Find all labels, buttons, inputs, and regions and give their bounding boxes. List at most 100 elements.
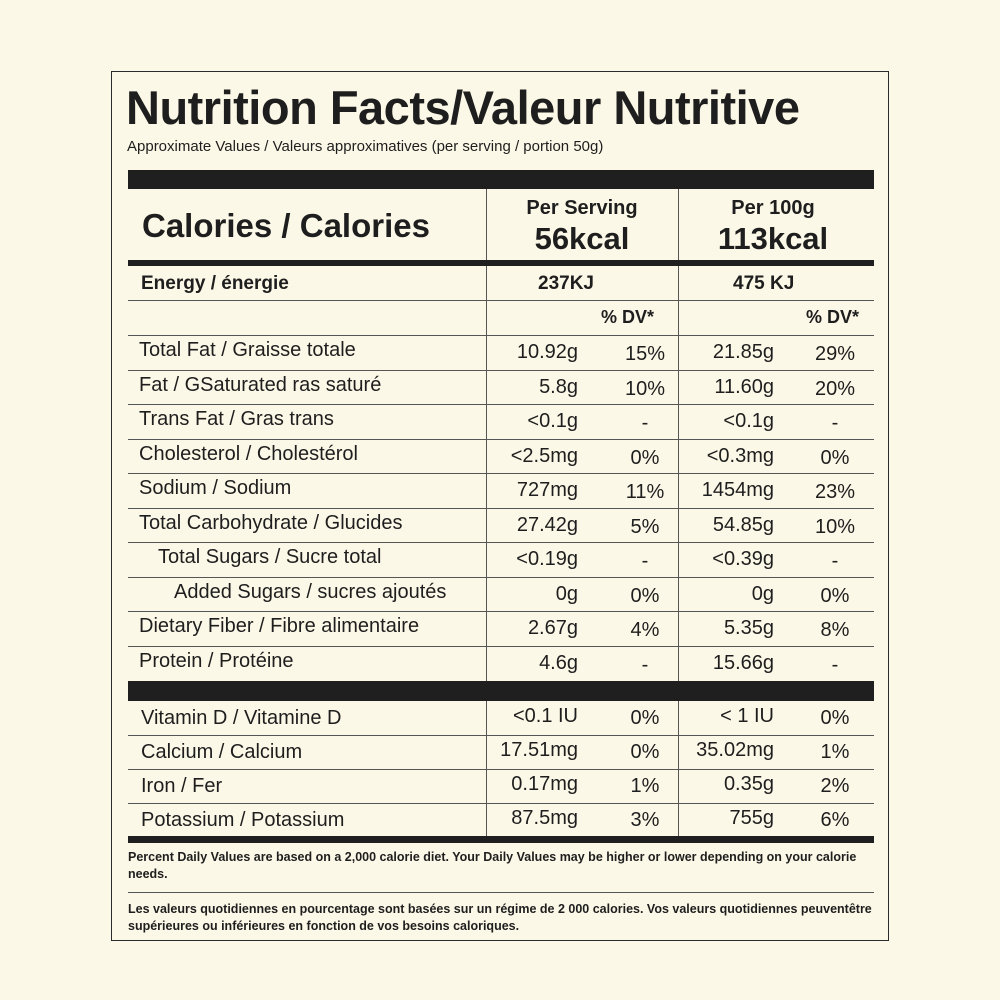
- nutrient-name: Total Carbohydrate / Glucides: [139, 511, 403, 534]
- vitamin-amount-100g: < 1 IU: [720, 705, 774, 727]
- nutrient-dv-serving: 0%: [630, 446, 660, 469]
- vitamin-name: Vitamin D / Vitamine D: [141, 707, 342, 729]
- nutrient-dv-serving: 0%: [630, 584, 660, 607]
- energy-per-serving: 237KJ: [538, 273, 594, 294]
- vitamin-dv-serving: 3%: [630, 809, 660, 831]
- nutrient-amount-100g: <0.39g: [712, 548, 774, 570]
- nutrient-dv-serving: -: [641, 653, 649, 676]
- nutrient-dv-100g: -: [831, 653, 839, 676]
- label-title: Nutrition Facts/Valeur Nutritive: [126, 81, 800, 134]
- nutrient-dv-serving: 10%: [624, 377, 666, 400]
- nutrient-name: Total Fat / Graisse totale: [139, 339, 356, 361]
- nutrient-amount-serving: 727mg: [516, 479, 578, 501]
- nutrient-dv-serving: -: [641, 412, 649, 434]
- nutrient-amount-100g: <0.1g: [723, 410, 774, 432]
- nutrient-amount-serving: 2.67g: [527, 617, 578, 639]
- calories-divider-bar: [128, 260, 874, 266]
- nutrient-dv-serving: 5%: [630, 515, 660, 538]
- column-divider: [486, 189, 487, 260]
- nutrient-name: Dietary Fiber / Fibre alimentaire: [139, 615, 420, 637]
- nutrient-amount-serving: <0.19g: [516, 548, 578, 570]
- nutrient-name: Fat / GSaturated ras saturé: [139, 373, 382, 396]
- nutrient-amount-serving: 27.42g: [516, 513, 578, 536]
- nutrient-amount-serving: 5.8g: [539, 375, 578, 398]
- nutrient-amount-serving: 10.92g: [516, 341, 578, 363]
- nutrient-dv-100g: -: [831, 550, 839, 572]
- vitamin-dv-100g: 2%: [820, 775, 850, 797]
- row-divider: [128, 769, 874, 770]
- column-divider: [678, 266, 679, 681]
- column-divider: [678, 701, 679, 836]
- row-divider: [128, 645, 874, 647]
- nutrient-name: Cholesterol / Cholestérol: [139, 442, 358, 465]
- nutrient-amount-100g: 54.85g: [712, 513, 774, 536]
- vitamin-dv-serving: 1%: [630, 775, 660, 797]
- row-divider: [128, 438, 874, 440]
- nutrient-dv-serving: -: [641, 550, 649, 572]
- nutrient-name: Protein / Protéine: [139, 649, 294, 672]
- row-divider: [128, 735, 874, 736]
- row-divider: [128, 404, 874, 405]
- energy-label: Energy / énergie: [141, 273, 289, 294]
- footnote-divider: [128, 892, 874, 893]
- nutrient-amount-serving: <2.5mg: [510, 444, 578, 467]
- vitamin-name: Iron / Fer: [141, 775, 223, 797]
- vitamins-divider-bar: [128, 681, 874, 701]
- dv-header-100g: % DV*: [806, 307, 860, 327]
- nutrient-dv-100g: 0%: [820, 584, 850, 607]
- nutrition-label: Nutrition Facts/Valeur Nutritive Approxi…: [111, 71, 889, 941]
- vitamin-dv-100g: 0%: [820, 707, 850, 729]
- nutrient-amount-serving: 0g: [555, 582, 578, 605]
- nutrient-name: Total Sugars / Sucre total: [158, 546, 382, 568]
- nutrient-amount-100g: 0g: [751, 582, 774, 605]
- vitamin-dv-100g: 6%: [820, 809, 850, 831]
- vitamin-amount-100g: 35.02mg: [696, 739, 774, 761]
- per-100g-header: Per 100g: [731, 197, 815, 219]
- vitamin-dv-100g: 1%: [820, 741, 850, 763]
- vitamin-dv-serving: 0%: [630, 741, 660, 763]
- nutrient-dv-100g: 23%: [814, 481, 856, 503]
- nutrient-name: Added Sugars / sucres ajoutés: [174, 580, 447, 603]
- nutrient-dv-100g: 8%: [820, 619, 850, 641]
- nutrient-amount-100g: 1454mg: [701, 479, 774, 501]
- nutrient-dv-serving: 4%: [630, 619, 660, 641]
- vitamin-name: Calcium / Calcium: [141, 741, 303, 763]
- row-divider: [128, 542, 874, 543]
- vitamin-amount-serving: 87.5mg: [511, 807, 578, 829]
- bottom-divider-bar: [128, 836, 874, 843]
- nutrient-dv-serving: 11%: [625, 481, 665, 503]
- label-subtitle: Approximate Values / Valeurs approximati…: [127, 138, 604, 155]
- footnote-english: Percent Daily Values are based on a 2,00…: [128, 850, 857, 881]
- row-divider: [128, 335, 874, 336]
- nutrient-dv-100g: 10%: [814, 515, 856, 538]
- calories-label: Calories / Calories: [142, 207, 430, 244]
- nutrient-dv-100g: 29%: [814, 343, 856, 365]
- vitamin-name: Potassium / Potassium: [141, 809, 345, 831]
- nutrient-amount-100g: 21.85g: [712, 341, 774, 363]
- nutrient-amount-serving: <0.1g: [527, 410, 578, 432]
- nutrient-name: Trans Fat / Gras trans: [139, 408, 334, 430]
- top-divider-bar: [128, 170, 874, 189]
- nutrient-dv-100g: 0%: [820, 446, 850, 469]
- column-divider: [678, 189, 679, 260]
- dv-header-serving: % DV*: [601, 307, 655, 327]
- vitamin-amount-100g: 0.35g: [723, 773, 774, 795]
- row-divider: [128, 576, 874, 578]
- nutrient-amount-100g: <0.3mg: [706, 444, 774, 467]
- energy-per-100g: 475 KJ: [733, 273, 795, 294]
- vitamin-dv-serving: 0%: [630, 707, 660, 729]
- row-divider: [128, 611, 874, 612]
- column-divider: [486, 266, 487, 681]
- per-serving-header: Per Serving: [526, 197, 638, 219]
- nutrient-amount-100g: 5.35g: [723, 617, 774, 639]
- nutrient-amount-100g: 15.66g: [712, 651, 774, 674]
- nutrient-amount-100g: 11.60g: [714, 375, 774, 398]
- row-divider: [128, 803, 874, 804]
- row-divider: [128, 369, 874, 371]
- nutrient-name: Sodium / Sodium: [139, 477, 292, 499]
- per-serving-calories: 56kcal: [534, 221, 630, 256]
- nutrient-amount-serving: 4.6g: [539, 651, 578, 674]
- nutrient-dv-serving: 15%: [624, 343, 666, 365]
- footnote-french: Les valeurs quotidiennes en pourcentage …: [128, 902, 872, 933]
- row-divider: [128, 300, 874, 301]
